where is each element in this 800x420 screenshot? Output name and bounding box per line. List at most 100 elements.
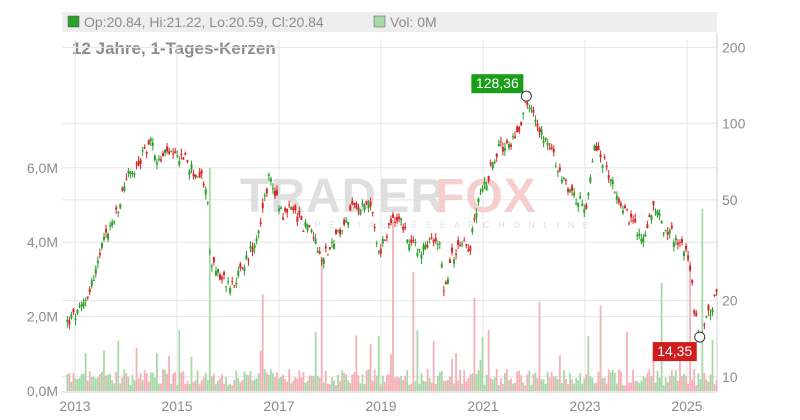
- candle-body: [111, 222, 114, 226]
- candle-body: [192, 173, 195, 177]
- volume-bar: [310, 375, 313, 391]
- candle-body: [626, 208, 629, 210]
- candle-body: [406, 239, 409, 243]
- candle-body: [159, 159, 162, 161]
- time-axis: 2013 2015 2017 2019 2021 2023 2025: [59, 398, 702, 414]
- candle-body: [149, 138, 152, 142]
- candle-body: [680, 239, 683, 243]
- volume-bar: [375, 375, 378, 391]
- year-tick-label: 2023: [569, 398, 600, 414]
- candle-body: [630, 213, 633, 218]
- volume-bar: [381, 375, 384, 391]
- candle-body: [650, 215, 653, 221]
- candle-body: [314, 238, 317, 244]
- volume-bar: [542, 379, 545, 391]
- candle-body: [658, 213, 661, 216]
- candle-body: [137, 161, 140, 167]
- candle-body: [379, 248, 382, 254]
- volume-bar: [471, 373, 474, 391]
- volume-bar: [200, 380, 203, 391]
- volume-bar: [215, 384, 217, 391]
- candle-body: [477, 198, 480, 203]
- volume-bar: [685, 375, 687, 391]
- volume-bar: [410, 383, 413, 391]
- candle-body: [357, 207, 360, 211]
- volume-bar: [180, 372, 183, 391]
- volume-bar: [679, 357, 681, 391]
- candle-body: [693, 310, 696, 314]
- candle-body: [166, 146, 169, 152]
- candle-body: [243, 267, 246, 272]
- volume-bar: [436, 375, 439, 391]
- candle-body: [668, 230, 671, 234]
- candle-body: [552, 148, 555, 153]
- candle-body: [595, 146, 598, 152]
- volume-bar: [290, 383, 293, 391]
- candle-body: [332, 244, 335, 249]
- volume-bar: [166, 373, 168, 391]
- year-tick-label: 2015: [161, 398, 192, 414]
- volume-bar: [461, 383, 464, 391]
- candle-body: [467, 249, 470, 251]
- volume-bar: [540, 379, 543, 391]
- volume-bar: [123, 368, 126, 391]
- volume-bar: [420, 373, 423, 391]
- volume-bar: [121, 377, 124, 391]
- volume-bar: [715, 379, 718, 391]
- volume-bar: [135, 347, 138, 391]
- candle-body: [273, 191, 276, 197]
- year-tick-label: 2019: [365, 398, 396, 414]
- candle-body: [542, 140, 545, 144]
- volume-bar: [701, 208, 704, 391]
- candle-body: [448, 259, 451, 264]
- high-point-marker: [520, 90, 532, 102]
- volume-bar: [320, 257, 323, 391]
- volume-bar: [654, 382, 657, 391]
- volume-bar: [259, 350, 262, 391]
- candle-body: [86, 296, 89, 299]
- volume-bar: [361, 374, 364, 391]
- volume-bar: [261, 294, 264, 391]
- candle-body: [157, 158, 160, 160]
- candle-body: [241, 267, 244, 269]
- volume-bar: [634, 381, 637, 391]
- volume-bar: [668, 375, 671, 391]
- candle-body: [410, 239, 413, 244]
- volume-bar: [546, 371, 549, 391]
- volume-bar: [438, 372, 441, 391]
- candle-body: [153, 155, 156, 161]
- volume-bar: [394, 377, 396, 391]
- candle-body: [589, 177, 592, 183]
- candle-body: [534, 120, 537, 122]
- candle-body: [102, 236, 105, 240]
- volume-bar: [526, 374, 529, 391]
- candle-body: [434, 237, 437, 242]
- candle-body: [245, 255, 248, 260]
- volume-bar: [689, 264, 692, 391]
- candle-body: [68, 320, 71, 325]
- volume-bar: [530, 385, 533, 391]
- volume-bar: [326, 383, 329, 391]
- candle-body: [231, 281, 234, 283]
- candle-body: [255, 238, 258, 242]
- volume-bar: [607, 369, 610, 391]
- candle-body: [623, 205, 626, 209]
- price-tick-label: 100: [722, 116, 746, 132]
- low-point-marker: [694, 331, 706, 343]
- candle-body: [430, 237, 433, 239]
- candle-body: [412, 239, 415, 241]
- ohlc-legend-text: Op:20.84, Hi:21.22, Lo:20.59, Cl:20.84: [84, 14, 324, 30]
- candle-body: [367, 205, 370, 208]
- volume-bar: [646, 373, 649, 391]
- volume-bar: [147, 381, 150, 391]
- candle-body: [294, 205, 297, 211]
- candle-body: [347, 221, 350, 226]
- volume-bar: [359, 383, 362, 391]
- volume-bar: [650, 376, 653, 391]
- volume-bar: [72, 373, 75, 391]
- volume-bar: [599, 305, 602, 391]
- volume-bar: [422, 380, 425, 391]
- volume-bar: [583, 378, 586, 391]
- volume-bar: [711, 340, 714, 391]
- volume-bar: [434, 384, 437, 391]
